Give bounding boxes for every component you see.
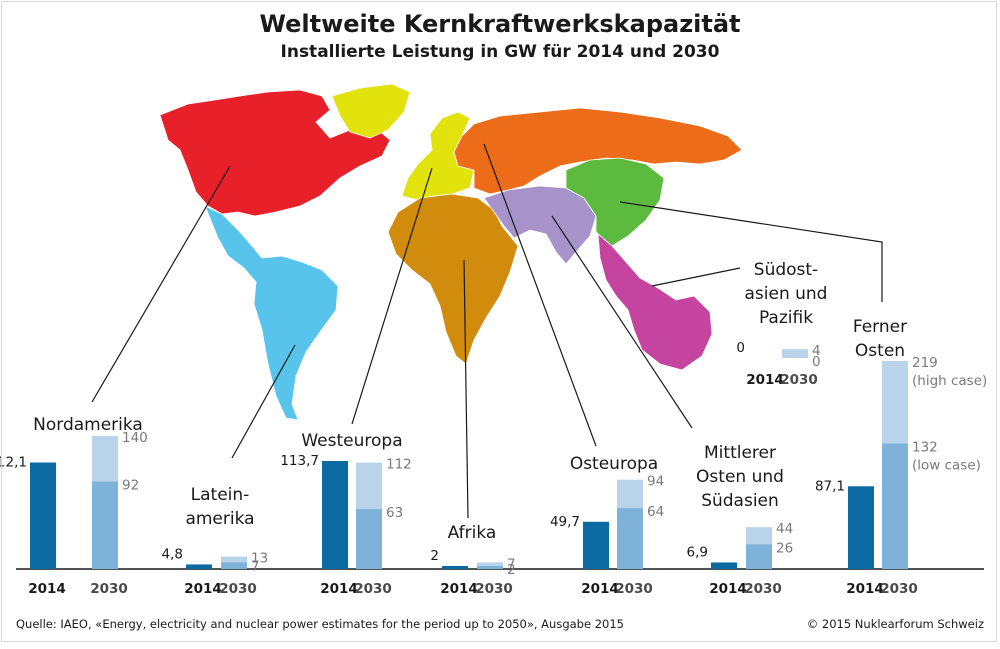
region-6-label-2014: 87,1 xyxy=(815,478,845,494)
region-1-year-2030: 2030 xyxy=(219,581,257,597)
region-5-year-2014: 2014 xyxy=(709,581,747,597)
region-5-label-2030-high: 44 xyxy=(776,521,793,537)
region-6-bar-2014 xyxy=(848,486,874,569)
region-4-bar-2030-low xyxy=(617,508,643,569)
region-6-label-2030-high: 219 xyxy=(912,355,938,371)
map-region-osteuropa xyxy=(453,107,743,195)
region-3-year-2030: 2030 xyxy=(475,581,513,597)
region-5-label-2014: 6,9 xyxy=(687,544,708,560)
region-6-note-low: (low case) xyxy=(912,458,981,474)
region-2-label-2030-high: 112 xyxy=(386,457,412,473)
region-5-year-2030: 2030 xyxy=(744,581,782,597)
region-1-bar-2030-low xyxy=(221,562,247,569)
region-6-name: Ferner xyxy=(853,317,907,337)
map-region-groenland xyxy=(331,83,411,139)
region-0-year-2030: 2030 xyxy=(90,581,128,597)
leader-osteuropa xyxy=(483,143,597,447)
region-7-label-2030-low: 0 xyxy=(812,354,821,370)
region-5-name: Osten und xyxy=(696,467,784,487)
region-0-label-2014: 112,1 xyxy=(0,455,27,471)
region-6-bar-2030-low xyxy=(882,443,908,569)
leader-nordamerika xyxy=(91,165,231,403)
region-5-name: Südasien xyxy=(701,491,779,511)
map-region-ferner-osten xyxy=(565,157,665,247)
region-3-label-2030-low: 2 xyxy=(507,562,516,578)
region-3-bar-2030-high xyxy=(477,562,503,569)
map-region-afrika xyxy=(387,193,519,365)
region-7-name: Südost- xyxy=(754,260,818,280)
region-0-bar-2014 xyxy=(30,462,56,569)
region-1-label-2014: 4,8 xyxy=(162,546,183,562)
world-map xyxy=(159,83,743,421)
region-2-year-2014: 2014 xyxy=(320,581,358,597)
region-0-year-2014: 2014 xyxy=(28,581,66,597)
region-1-bar-2014 xyxy=(186,564,212,569)
region-0-name: Nordamerika xyxy=(33,415,143,435)
leader-suedostasien xyxy=(651,267,741,287)
region-6-name: Osten xyxy=(855,341,905,361)
region-1-year-2014: 2014 xyxy=(184,581,222,597)
region-7-name: asien und xyxy=(745,284,828,304)
region-4-label-2014: 49,7 xyxy=(550,514,580,530)
map-region-suedostasien xyxy=(597,233,713,371)
map-region-nordamerika xyxy=(159,89,391,217)
region-4-name: Osteuropa xyxy=(570,454,658,474)
region-1-name: amerika xyxy=(185,509,254,529)
bar-groups: Nordamerika112,11409220142030Latein-amer… xyxy=(0,260,987,597)
region-3-bar-2014 xyxy=(442,566,468,569)
region-4-year-2030: 2030 xyxy=(615,581,653,597)
region-5-bar-2014 xyxy=(711,562,737,569)
region-3-label-2030-high: 7 xyxy=(507,556,516,572)
region-6-year-2014: 2014 xyxy=(846,581,884,597)
region-6-year-2030: 2030 xyxy=(880,581,918,597)
region-2-bar-2014 xyxy=(322,460,348,569)
region-7-year-2014: 2014 xyxy=(746,372,784,388)
region-5-name: Mittlerer xyxy=(704,443,776,463)
region-1-label-2030-low: 7 xyxy=(251,558,260,574)
region-2-bar-2030-low xyxy=(356,509,382,569)
region-2-label-2014: 113,7 xyxy=(280,453,319,469)
region-4-label-2030-low: 64 xyxy=(647,504,664,520)
leader-lateinamerika xyxy=(231,344,296,459)
region-2-label-2030-low: 63 xyxy=(386,505,403,521)
region-4-label-2030-high: 94 xyxy=(647,474,664,490)
region-3-bar-2030-low xyxy=(477,566,503,569)
region-0-label-2030-high: 140 xyxy=(122,430,148,446)
region-6-note-high: (high case) xyxy=(912,373,987,389)
region-5-bar-2030-low xyxy=(746,544,772,569)
region-4-year-2014: 2014 xyxy=(581,581,619,597)
map-region-mittlerer-osten xyxy=(483,185,597,265)
leader-afrika xyxy=(463,259,469,519)
region-4-bar-2014 xyxy=(583,521,609,569)
region-0-bar-2030-low xyxy=(92,481,118,569)
chart-title: Weltweite Kernkraftwerkskapazität xyxy=(259,10,740,38)
region-3-name: Afrika xyxy=(448,523,497,543)
region-1-label-2030-high: 13 xyxy=(251,551,268,567)
leader-ferner-osten xyxy=(619,201,883,302)
region-3-year-2014: 2014 xyxy=(440,581,478,597)
region-0-label-2030-low: 92 xyxy=(122,478,139,494)
region-7-label-2014: 0 xyxy=(736,340,745,356)
region-2-year-2030: 2030 xyxy=(354,581,392,597)
source-note: Quelle: IAEO, «Energy, electricity and n… xyxy=(16,617,624,631)
region-6-label-2030-low: 132 xyxy=(912,440,938,456)
chart-subtitle: Installierte Leistung in GW für 2014 und… xyxy=(281,42,720,62)
leader-lines xyxy=(91,143,883,519)
region-2-name: Westeuropa xyxy=(301,431,402,451)
region-7-label-2030-high: 4 xyxy=(812,343,821,359)
copyright-note: © 2015 Nuklearforum Schweiz xyxy=(807,617,984,631)
leader-mittlerer-osten xyxy=(551,215,693,429)
region-3-label-2014: 2 xyxy=(430,548,439,564)
region-7-name: Pazifik xyxy=(759,308,813,328)
region-7-year-2030: 2030 xyxy=(780,372,818,388)
map-region-lateinamerika xyxy=(204,205,339,421)
region-5-label-2030-low: 26 xyxy=(776,540,793,556)
region-1-name: Latein- xyxy=(191,485,250,505)
region-7-bar-2030-high xyxy=(782,349,808,358)
leader-westeuropa xyxy=(351,167,433,425)
